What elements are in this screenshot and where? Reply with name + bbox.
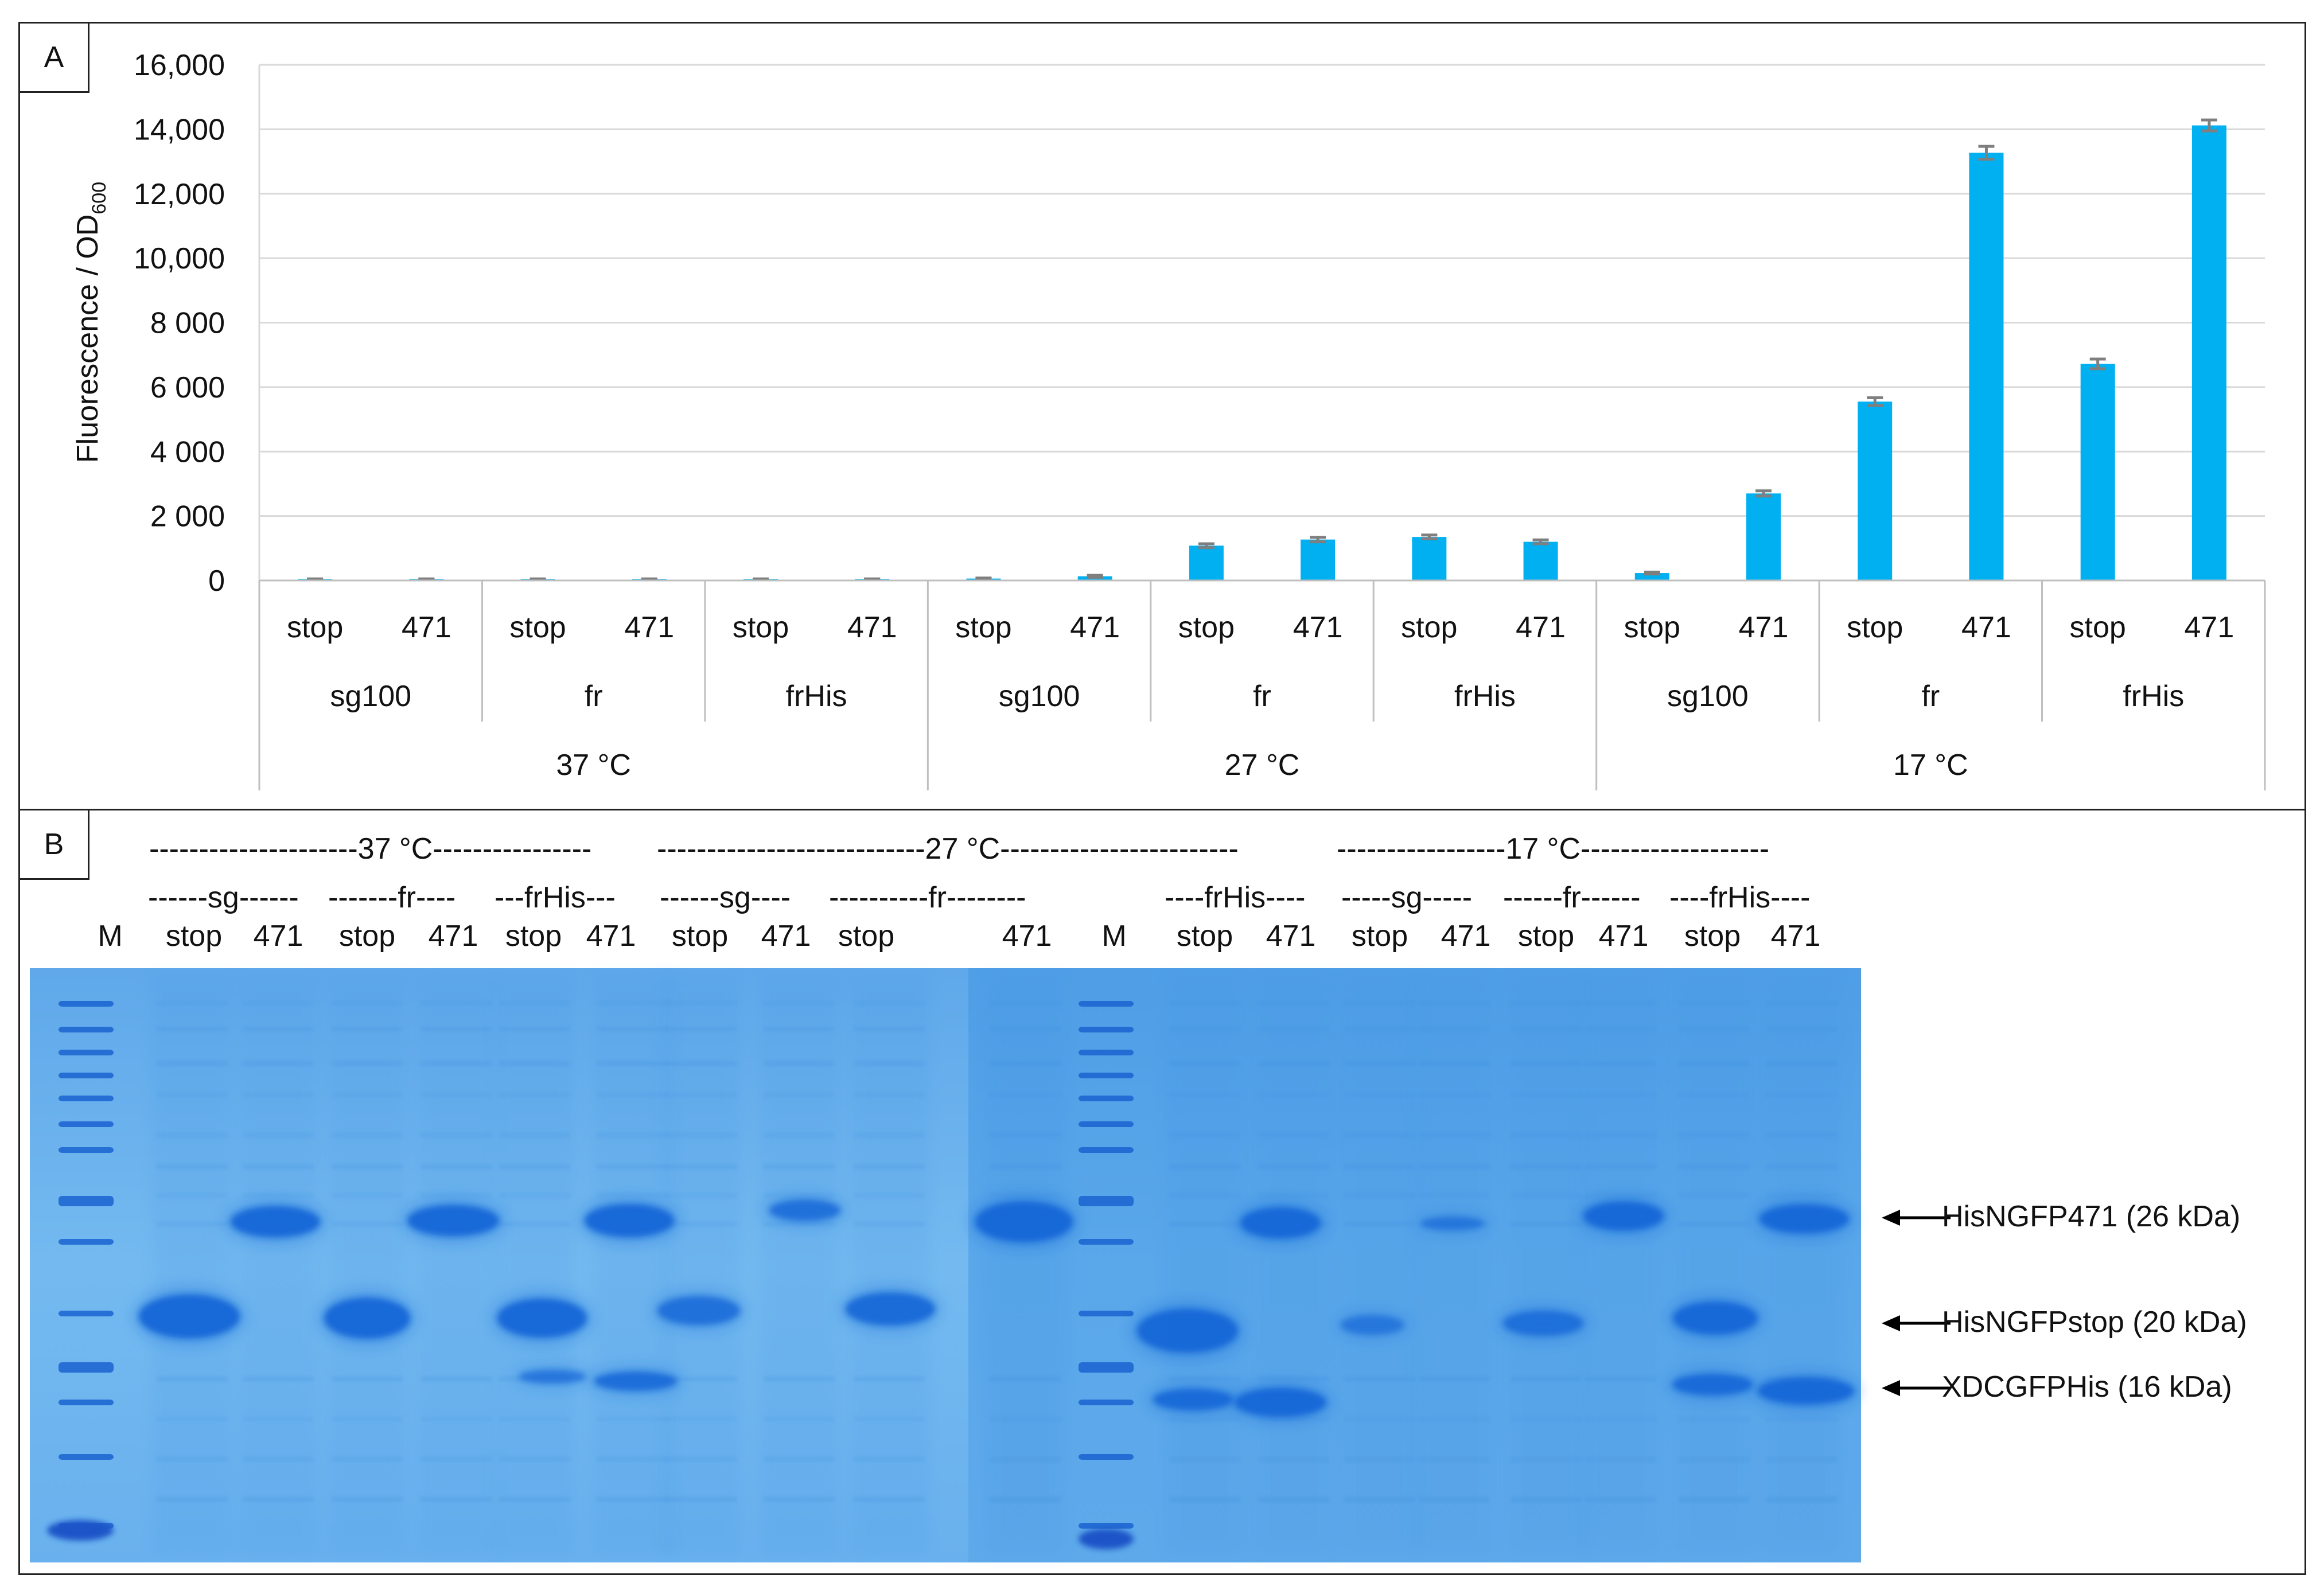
gel-construct-header: ----------fr--------	[829, 881, 1026, 914]
x-tick-label: stop	[733, 611, 789, 644]
x-tick-label: 471	[624, 611, 674, 644]
gel-lane-label: 471	[761, 919, 811, 953]
x-group-label: fr	[1253, 680, 1271, 713]
bar	[2191, 125, 2226, 580]
gel-lane-label: 471	[1770, 919, 1821, 953]
x-tick-label: stop	[1401, 611, 1457, 644]
x-temperature-label: 27 °C	[1225, 749, 1300, 782]
gel-temperature-header: ---------------------37 °C--------------…	[149, 832, 592, 866]
bar	[1301, 539, 1336, 580]
y-tick-label: 2 000	[150, 500, 225, 533]
gel-construct-header: ----frHis----	[1669, 881, 1811, 914]
gel-lane-label: stop	[338, 919, 396, 953]
x-tick-label: 471	[1070, 611, 1120, 644]
bar	[1189, 545, 1224, 580]
gel-lane-label: stop	[165, 919, 223, 953]
gel-lane-label: 471	[1441, 919, 1491, 953]
y-axis-title: Fluorescence / OD600	[71, 182, 110, 463]
panel-a-frame	[18, 22, 2306, 812]
gel-temperature-header: -----------------17 °C------------------…	[1337, 832, 1770, 866]
gel-lane-label: 471	[586, 919, 636, 953]
x-tick-label: stop	[1178, 611, 1235, 644]
gel-construct-header: ------sg----	[660, 881, 791, 914]
x-group-label: sg100	[999, 680, 1080, 713]
x-tick-label: stop	[1847, 611, 1903, 644]
gel-lane-label: 471	[1266, 919, 1316, 953]
gel-lane-label: 471	[1598, 919, 1649, 953]
x-group-label: fr	[585, 680, 603, 713]
bar	[1412, 537, 1447, 580]
bar	[1858, 402, 1893, 580]
x-tick-label: stop	[2070, 611, 2126, 644]
gel-construct-header: ------fr------	[1503, 881, 1641, 914]
y-tick-label: 8 000	[150, 307, 225, 340]
x-group-label: sg100	[330, 680, 411, 713]
band-annotation-label: XDCGFPHis (16 kDa)	[1942, 1370, 2232, 1404]
panel-b-label: B	[18, 809, 89, 880]
gel-lane-label: stop	[1351, 919, 1408, 953]
y-axis-title-main: Fluorescence / OD	[71, 215, 104, 463]
x-group-label: frHis	[786, 680, 847, 713]
x-tick-label: 471	[1516, 611, 1566, 644]
x-tick-label: stop	[955, 611, 1011, 644]
gel-lane-label: stop	[1517, 919, 1575, 953]
band-annotation-label: HisNGFP471 (26 kDa)	[1942, 1200, 2241, 1233]
bar	[1523, 541, 1558, 580]
x-group-label: frHis	[2123, 680, 2184, 713]
x-tick-label: 471	[402, 611, 451, 644]
x-tick-label: 471	[1739, 611, 1789, 644]
y-tick-label: 4 000	[150, 435, 225, 469]
y-tick-label: 12,000	[134, 178, 225, 211]
bar	[1746, 493, 1781, 580]
bar	[1969, 153, 2004, 581]
x-group-label: frHis	[1454, 680, 1516, 713]
x-tick-label: stop	[509, 611, 566, 644]
y-axis-title-subscript: 600	[88, 182, 110, 215]
gel-construct-header: -----sg-----	[1341, 881, 1473, 914]
gel-construct-header: -------fr----	[328, 881, 456, 914]
gel-lane-label: 471	[1002, 919, 1052, 953]
gel-lane-label: M	[98, 919, 123, 953]
gel-lane-label: stop	[671, 919, 729, 953]
y-tick-label: 16,000	[134, 49, 225, 82]
y-tick-label: 0	[208, 564, 225, 598]
x-tick-label: 471	[1961, 611, 2011, 644]
x-group-label: sg100	[1667, 680, 1749, 713]
gel-lane-label: stop	[505, 919, 562, 953]
gel-lane-label: stop	[1684, 919, 1741, 953]
bar-chart: Fluorescence / OD600 0 2 000 4 000 6 000 8 0…	[71, 49, 2266, 790]
gel-construct-header: ------sg------	[148, 881, 299, 914]
x-tick-label: 471	[1293, 611, 1343, 644]
gel-lane-label: stop	[1176, 919, 1233, 953]
gel-lane-label: M	[1101, 919, 1127, 953]
gel-temperature-header: ---------------------------27 °C--------…	[657, 832, 1239, 866]
x-temperature-label: 37 °C	[556, 749, 631, 782]
x-tick-label: 471	[2185, 611, 2235, 644]
bar	[2080, 364, 2115, 580]
x-temperature-label: 17 °C	[1893, 749, 1968, 782]
gel-lane-label: stop	[838, 919, 895, 953]
x-tick-label: stop	[287, 611, 343, 644]
gel-construct-header: ---frHis---	[495, 881, 616, 914]
x-group-label: fr	[1921, 680, 1940, 713]
y-tick-label: 10,000	[134, 242, 225, 275]
gel-construct-header: ----frHis----	[1165, 881, 1306, 914]
panel-a-label: A	[18, 22, 89, 93]
x-tick-label: 471	[847, 611, 897, 644]
y-tick-label: 14,000	[134, 113, 225, 146]
gel-lane-label: 471	[253, 919, 303, 953]
x-tick-label: stop	[1624, 611, 1680, 644]
bar	[1634, 573, 1669, 580]
band-annotation-label: HisNGFPstop (20 kDa)	[1942, 1305, 2247, 1339]
gel-lane-label: 471	[428, 919, 478, 953]
y-tick-label: 6 000	[150, 371, 225, 404]
